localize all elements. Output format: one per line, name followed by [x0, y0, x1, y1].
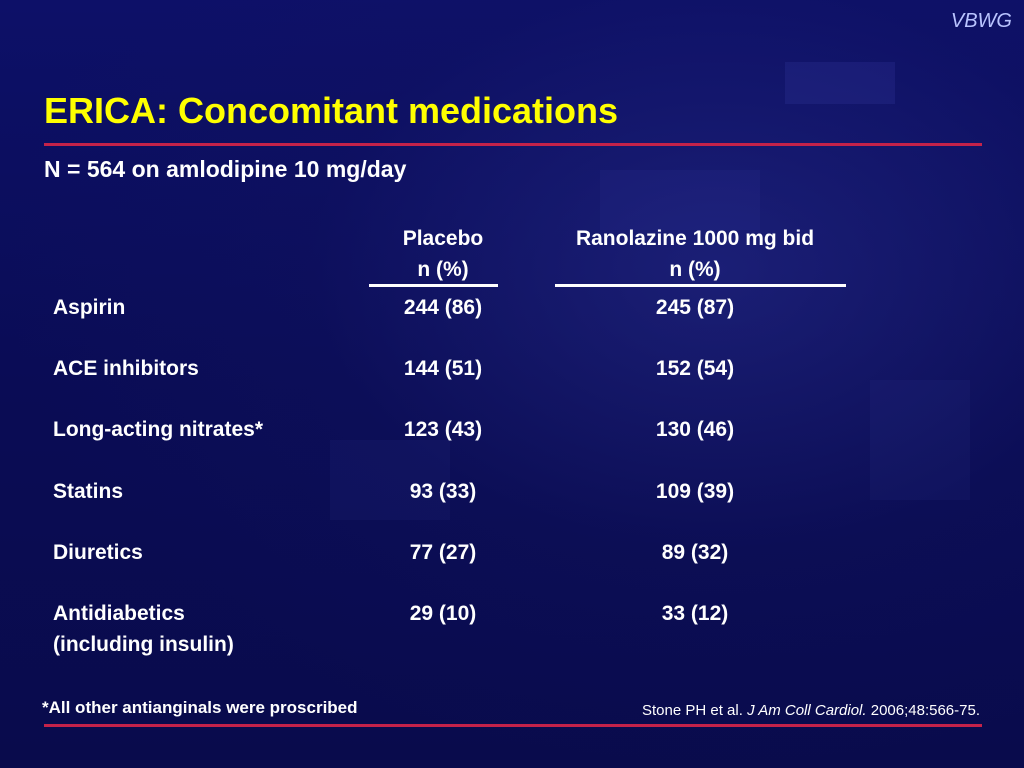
column-header-placebo: Placebo n (%) [370, 223, 516, 285]
table-row: Long-acting nitrates* 123 (43) 130 (46) [0, 414, 1024, 454]
row-label-line2: (including insulin) [53, 633, 234, 656]
footnote: *All other antianginals were proscribed [42, 698, 358, 717]
column-header-placebo-name: Placebo [402, 227, 484, 250]
column-header-ranolazine: Ranolazine 1000 mg bid n (%) [540, 223, 850, 285]
row-label: Diuretics [53, 541, 143, 564]
placebo-value: 77 (27) [409, 541, 477, 564]
column-header-ranolazine-unit: n (%) [669, 258, 721, 281]
placebo-value: 29 (10) [409, 602, 477, 625]
ranolazine-value: 89 (32) [661, 541, 729, 564]
slide-subtitle: N = 564 on amlodipine 10 mg/day [44, 156, 407, 182]
brand-logo: VBWG [950, 10, 1012, 32]
column-underline-ranolazine [555, 284, 846, 287]
table-row: ACE inhibitors 144 (51) 152 (54) [0, 353, 1024, 393]
ranolazine-value: 130 (46) [655, 418, 735, 441]
row-label-line1: Antidiabetics [53, 602, 185, 625]
table-row: Aspirin 244 (86) 245 (87) [0, 292, 1024, 332]
footer-divider [44, 724, 982, 727]
table-row: Diuretics 77 (27) 89 (32) [0, 537, 1024, 577]
background-block [330, 440, 450, 520]
placebo-value: 144 (51) [403, 357, 483, 380]
ranolazine-value: 33 (12) [661, 602, 729, 625]
ranolazine-value: 109 (39) [655, 480, 735, 503]
row-label: Long-acting nitrates* [53, 418, 264, 441]
slide-title: ERICA: Concomitant medications [44, 90, 619, 131]
ranolazine-value: 245 (87) [655, 296, 735, 319]
column-underline-placebo [369, 284, 498, 287]
ranolazine-value: 152 (54) [655, 357, 735, 380]
row-label: Aspirin [53, 296, 126, 319]
placebo-value: 244 (86) [403, 296, 483, 319]
citation-details: 2006;48:566-75. [870, 702, 980, 719]
row-label: Antidiabetics (including insulin) [53, 598, 234, 660]
citation-authors: Stone PH et al. [642, 702, 743, 719]
table-row: Statins 93 (33) 109 (39) [0, 476, 1024, 516]
table-row: Antidiabetics (including insulin) 29 (10… [0, 598, 1024, 662]
placebo-value: 93 (33) [409, 480, 477, 503]
citation: Stone PH et al. J Am Coll Cardiol. 2006;… [642, 702, 980, 719]
citation-journal: J Am Coll Cardiol. [747, 702, 867, 719]
background-block [785, 62, 895, 104]
column-header-ranolazine-name: Ranolazine 1000 mg bid [575, 227, 815, 250]
title-divider [44, 143, 982, 146]
background-block [870, 380, 970, 500]
row-label: ACE inhibitors [53, 357, 199, 380]
row-label: Statins [53, 480, 124, 503]
placebo-value: 123 (43) [403, 418, 483, 441]
column-header-placebo-unit: n (%) [417, 258, 469, 281]
background-block [600, 170, 760, 230]
